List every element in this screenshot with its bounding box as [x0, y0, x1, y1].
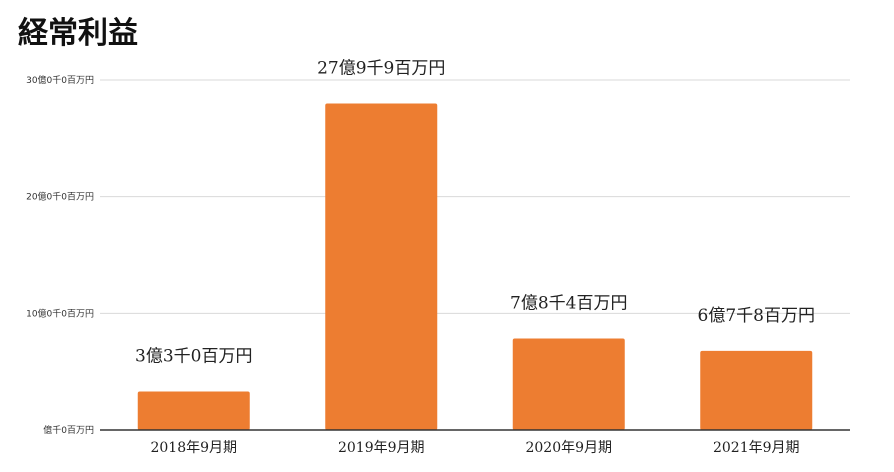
- data-label: 7億8千4百万円: [510, 294, 627, 314]
- y-tick-label: 20億0千0百万円: [26, 191, 94, 203]
- bar: [512, 338, 625, 430]
- data-label: 6億7千8百万円: [698, 306, 815, 326]
- x-axis-labels: 2018年9月期 2019年9月期 2020年9月期 2021年9月期: [150, 440, 799, 456]
- data-label: 27億9千9百万円: [317, 58, 445, 78]
- gridlines: [100, 79, 850, 314]
- x-tick-label: 2018年9月期: [150, 440, 237, 456]
- y-tick-label: 10億0千0百万円: [26, 307, 94, 319]
- y-tick-label: 30億0千0百万円: [26, 74, 94, 86]
- x-tick-label: 2020年9月期: [525, 440, 612, 456]
- data-labels: 3億3千0百万円 27億9千9百万円 7億8千4百万円 6億7千8百万円: [135, 58, 815, 366]
- x-tick-label: 2021年9月期: [713, 440, 800, 456]
- bar: [700, 350, 813, 430]
- y-axis-ticks: 億千0百万円 10億0千0百万円 20億0千0百万円 30億0千0百万円: [26, 74, 94, 436]
- bars: [137, 103, 813, 430]
- bar: [137, 391, 250, 430]
- chart-title: 経常利益: [18, 16, 138, 51]
- y-tick-label: 億千0百万円: [43, 424, 94, 436]
- data-label: 3億3千0百万円: [135, 347, 252, 367]
- bar: [325, 103, 438, 430]
- x-tick-label: 2019年9月期: [338, 440, 425, 456]
